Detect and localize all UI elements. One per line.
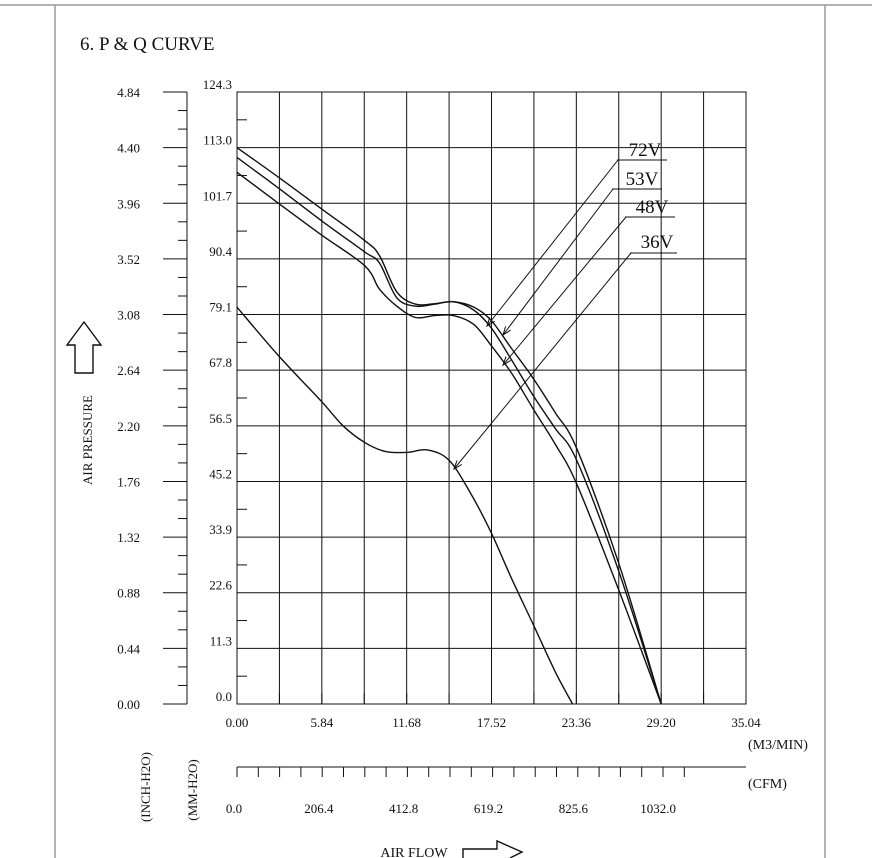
y-axis-title: AIR PRESSURE [80,395,95,485]
y-tick-label-mm: 45.2 [209,466,232,481]
y-tick-label-mm: 33.9 [209,522,232,537]
annotation-leader-53v [502,188,614,336]
x-tick-label-m3min: 0.00 [226,715,249,730]
annotation-leader-48v [502,216,627,366]
series-layer [236,147,662,705]
annotation-arrowhead-53v [502,326,511,337]
x-unit-primary: (M3/MIN) [748,738,808,753]
y-tick-label-inch: 4.84 [117,85,140,100]
y-tick-label-mm: 56.5 [209,411,232,426]
y-tick-label-inch: 0.88 [117,586,140,601]
x-tick-label-m3min: 35.04 [731,715,761,730]
annotation-label-36v: 36V [641,232,674,253]
series-line-36v [236,306,574,705]
x-tick-label-cfm: 1032.0 [640,801,676,816]
y-tick-label-inch: 1.76 [117,474,140,489]
y-tick-label-mm: 113.0 [203,133,232,148]
y-tick-label-mm: 79.1 [209,300,232,315]
x-tick-label-cfm: 0.0 [226,801,242,816]
annotation-label-48v: 48V [636,197,669,218]
section-title: 6. P & Q CURVE [80,34,214,55]
annotation-label-72v: 72V [629,140,662,161]
y-unit-right: (MM-H2O) [185,759,200,820]
y-tick-label-mm: 67.8 [209,355,232,370]
x-tick-label-cfm: 825.6 [559,801,589,816]
right-arrow-icon [462,839,524,858]
y-tick-label-inch: 3.96 [117,196,140,211]
x-tick-label-m3min: 5.84 [310,715,333,730]
y-tick-label-mm: 11.3 [210,633,232,648]
y-tick-label-mm: 90.4 [209,244,232,259]
y-tick-label-inch: 0.44 [117,641,140,656]
y-tick-label-inch: 3.52 [117,252,140,267]
series-line-48v [236,171,662,705]
labels-layer: 0.00 0.0 0.44 11.3 0.88 22.6 1.32 33.9 1.76 45.2 2… [117,77,761,816]
annotation-arrowhead-36v [453,460,463,471]
x-unit-secondary: (CFM) [748,777,787,792]
x-tick-label-m3min: 29.20 [647,715,676,730]
annotation-arrowhead-72v [486,317,495,328]
y-tick-label-mm: 22.6 [209,578,232,593]
annotation-leader-72v [486,159,619,327]
up-arrow-icon [65,320,103,374]
y-tick-label-mm: 124.3 [203,77,232,92]
x-tick-label-m3min: 17.52 [477,715,506,730]
annotation-arrowhead-48v [502,356,512,367]
y-tick-label-mm: 101.7 [203,188,233,203]
y-unit-left: (INCH-H2O) [138,752,153,822]
x-tick-label-cfm: 206.4 [304,801,334,816]
x-tick-label-cfm: 619.2 [474,801,503,816]
x-tick-label-cfm: 412.8 [389,801,418,816]
annotation-leader-36v [453,252,632,470]
x-axis-title: AIR FLOW [380,846,448,858]
series-line-53v [236,156,662,705]
series-line-72v [236,147,662,705]
x-tick-label-m3min: 23.36 [562,715,592,730]
y-tick-label-inch: 4.40 [117,141,140,156]
y-tick-label-mm: 0.0 [216,689,232,704]
grid-layer [236,91,747,705]
annotation-layer: 72V 53V 48V 36V [453,140,677,471]
y-tick-label-inch: 0.00 [117,697,140,712]
y-tick-label-inch: 3.08 [117,308,140,323]
y-tick-label-inch: 2.64 [117,363,140,378]
x-tick-label-m3min: 11.68 [392,715,421,730]
ticks-layer [163,91,747,777]
annotation-label-53v: 53V [626,169,659,190]
y-tick-label-inch: 2.20 [117,419,140,434]
y-tick-label-inch: 1.32 [117,530,140,545]
